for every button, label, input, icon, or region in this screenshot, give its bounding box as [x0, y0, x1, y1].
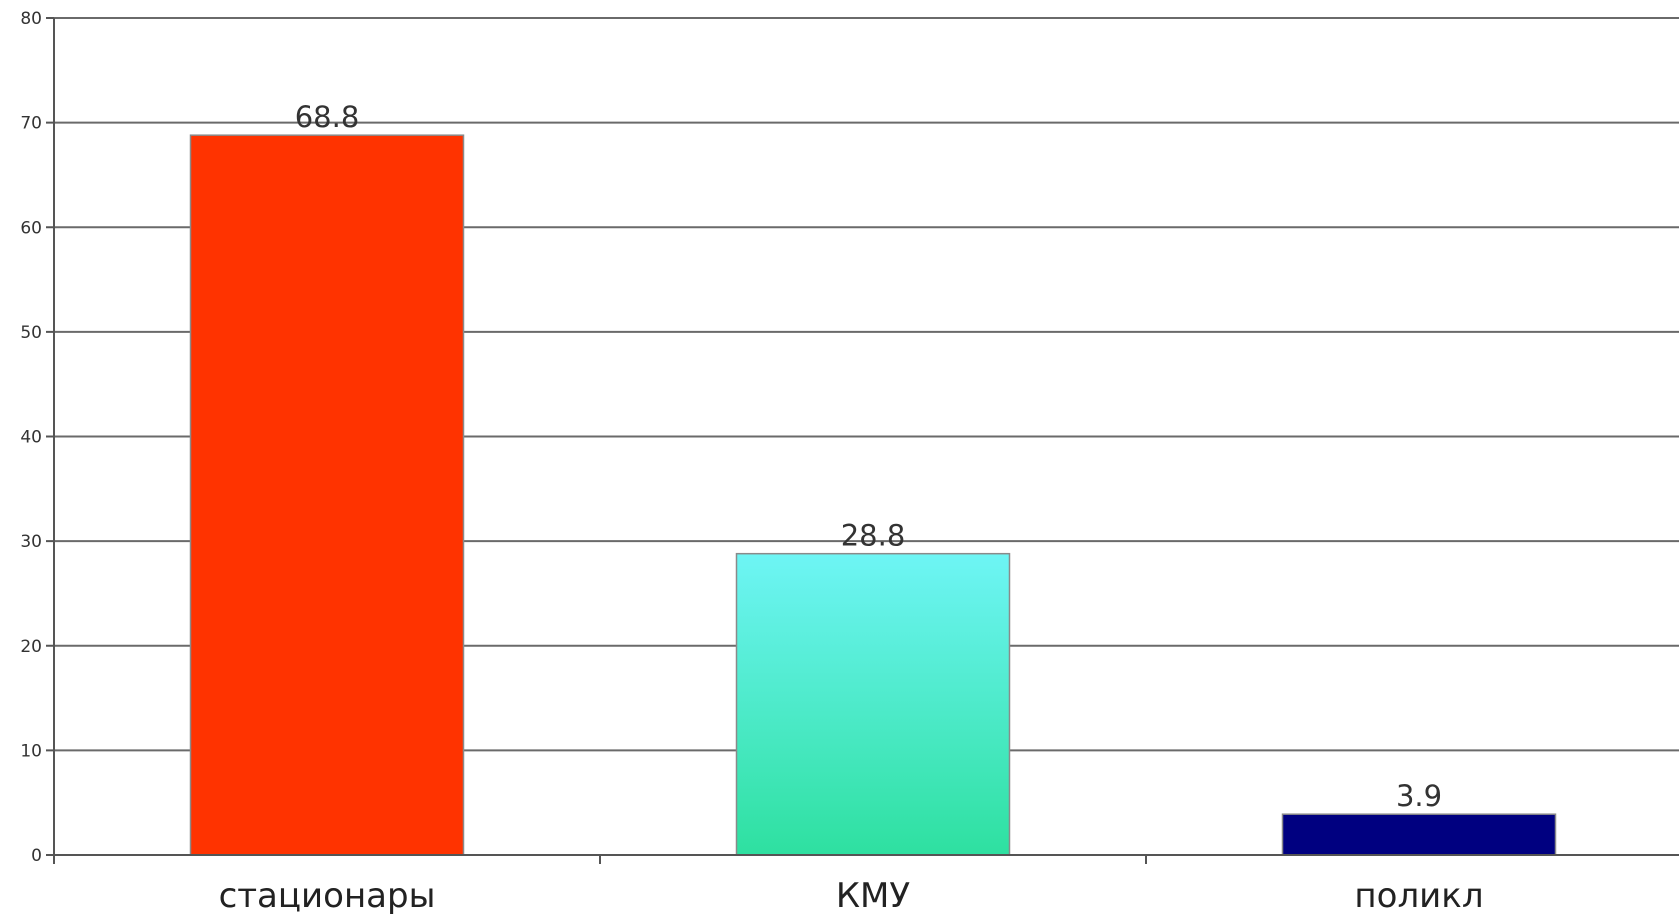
bar — [189, 134, 465, 856]
labels: 0 10 20 30 40 50 60 70 80 68.8 стационары 28.8 КМУ 3.… — [20, 9, 1483, 915]
bars — [189, 134, 1557, 856]
y-tick-label: 0 — [31, 846, 42, 866]
bar — [1281, 813, 1557, 856]
y-tick-label: 10 — [20, 741, 42, 761]
y-tick-label: 60 — [20, 218, 42, 238]
y-tick-label: 40 — [20, 428, 42, 448]
axes — [46, 17, 1679, 864]
data-label: 28.8 — [841, 519, 906, 553]
y-tick-label: 20 — [20, 637, 42, 657]
y-tick-label: 50 — [20, 323, 42, 343]
x-category-label: стационары — [219, 876, 436, 915]
y-tick-label: 30 — [20, 532, 42, 552]
y-tick-label: 70 — [20, 114, 42, 134]
data-label: 68.8 — [295, 100, 360, 134]
x-category-label: поликл — [1354, 876, 1483, 915]
y-tick-label: 80 — [20, 9, 42, 29]
bar — [735, 552, 1011, 856]
data-label: 3.9 — [1396, 779, 1442, 813]
x-category-label: КМУ — [836, 876, 910, 915]
